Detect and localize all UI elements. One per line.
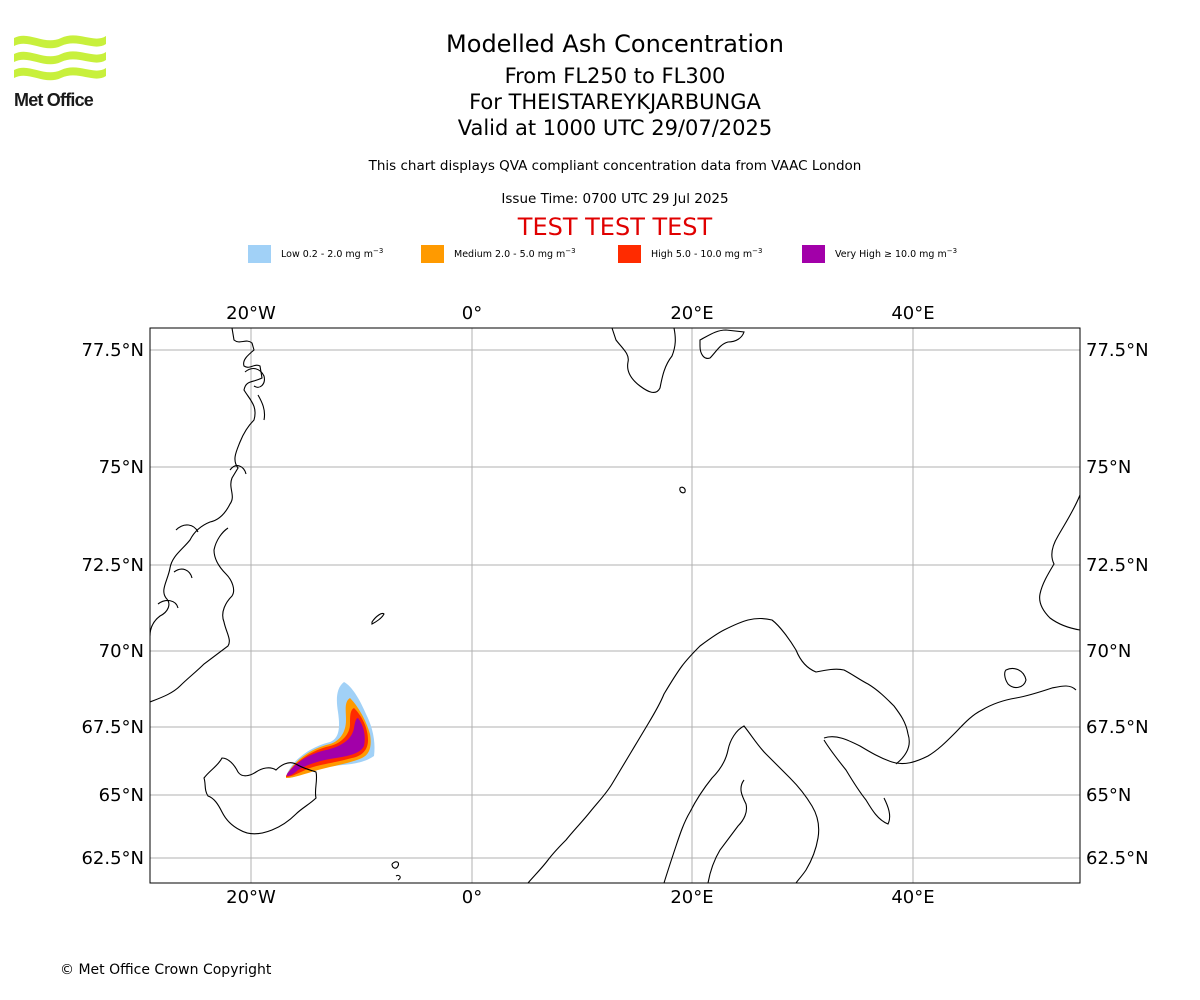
coast-svalbard [611, 328, 676, 394]
issue-time: Issue Time: 0700 UTC 29 Jul 2025 [501, 191, 729, 207]
volcano-name: For THEISTAREYKJARBUNGA [469, 90, 761, 114]
legend-item-low: Low 0.2 - 2.0 mg m−3 [248, 244, 383, 264]
lat-label-left-77-5n: 77.5°N [81, 340, 144, 361]
lon-label-bottom-0: 0° [462, 887, 482, 908]
lat-label-right-62-5n: 62.5°N [1086, 848, 1149, 869]
test-banner: TEST TEST TEST [517, 213, 713, 241]
coast-sweden-finland [663, 725, 820, 883]
lat-label-right-65n: 65°N [1086, 785, 1131, 806]
legend-item-medium: Medium 2.0 - 5.0 mg m−3 [421, 244, 576, 264]
legend-swatch-medium [421, 245, 444, 263]
lon-label-top-20e: 20°E [670, 303, 713, 324]
lat-label-right-72-5n: 72.5°N [1086, 555, 1149, 576]
lon-label-bottom-20w: 20°W [226, 887, 276, 908]
coast-greenland [150, 328, 263, 637]
lon-label-top-0: 0° [462, 303, 482, 324]
chart-title: Modelled Ash Concentration [446, 30, 784, 58]
map-gridlines [150, 328, 1080, 883]
concentration-legend: Low 0.2 - 2.0 mg m−3 Medium 2.0 - 5.0 mg… [0, 244, 1200, 264]
lon-label-bottom-20e: 20°E [670, 887, 713, 908]
coast-kola [823, 685, 1077, 765]
met-office-logo: Met Office [14, 30, 108, 112]
coast-svalbard-east [699, 329, 745, 359]
level-range: From FL250 to FL300 [504, 64, 726, 88]
lat-label-left-67-5n: 67.5°N [81, 717, 144, 738]
lat-label-right-67-5n: 67.5°N [1086, 717, 1149, 738]
coast-kanin [1004, 667, 1027, 689]
lat-label-left-65n: 65°N [99, 785, 144, 806]
met-office-waves-icon [14, 35, 106, 81]
lat-label-left-70n: 70°N [99, 641, 144, 662]
coast-bear-island [679, 486, 686, 494]
lat-label-right-75n: 75°N [1086, 457, 1131, 478]
ash-plume [286, 682, 375, 778]
lon-label-bottom-40e: 40°E [891, 887, 934, 908]
map-frame [149, 327, 1081, 884]
legend-label-high: High 5.0 - 10.0 mg m [651, 248, 753, 260]
legend-swatch-very-high [802, 245, 825, 263]
legend-label-medium: Medium 2.0 - 5.0 mg m [454, 248, 566, 260]
legend-item-very-high: Very High ≥ 10.0 mg m−3 [802, 244, 957, 264]
chart-description: This chart displays QVA compliant concen… [368, 158, 862, 174]
legend-item-high: High 5.0 - 10.0 mg m−3 [618, 244, 763, 264]
valid-time: Valid at 1000 UTC 29/07/2025 [457, 116, 773, 140]
coast-white-sea [823, 739, 891, 825]
axis-labels: 20°W 0° 20°E 40°E 20°W 0° 20°E 40°E 77.5… [81, 303, 1148, 908]
lon-label-top-40e: 40°E [891, 303, 934, 324]
lat-label-left-62-5n: 62.5°N [81, 848, 144, 869]
ash-zone-very-high [287, 718, 365, 776]
lat-label-left-72-5n: 72.5°N [81, 555, 144, 576]
logo-text: Met Office [14, 90, 94, 110]
legend-swatch-low [248, 245, 271, 263]
legend-swatch-high [618, 245, 641, 263]
coast-gulf-bothnia [707, 779, 748, 883]
coast-novaya-zemlya [1039, 494, 1080, 631]
coast-norway [527, 617, 910, 883]
legend-label-low: Low 0.2 - 2.0 mg m [281, 248, 373, 260]
copyright-notice: © Met Office Crown Copyright [60, 962, 272, 978]
lat-label-right-70n: 70°N [1086, 641, 1131, 662]
coast-faroe [391, 861, 401, 881]
coast-greenland-inner [157, 367, 266, 609]
legend-label-very-high: Very High ≥ 10.0 mg m [835, 248, 947, 260]
lon-label-top-20w: 20°W [226, 303, 276, 324]
coast-jan-mayen [371, 612, 385, 625]
lat-label-left-75n: 75°N [99, 457, 144, 478]
coast-iceland [203, 757, 318, 835]
lat-label-right-77-5n: 77.5°N [1086, 340, 1149, 361]
coast-greenland-east [150, 527, 235, 703]
coastlines [150, 328, 1080, 883]
